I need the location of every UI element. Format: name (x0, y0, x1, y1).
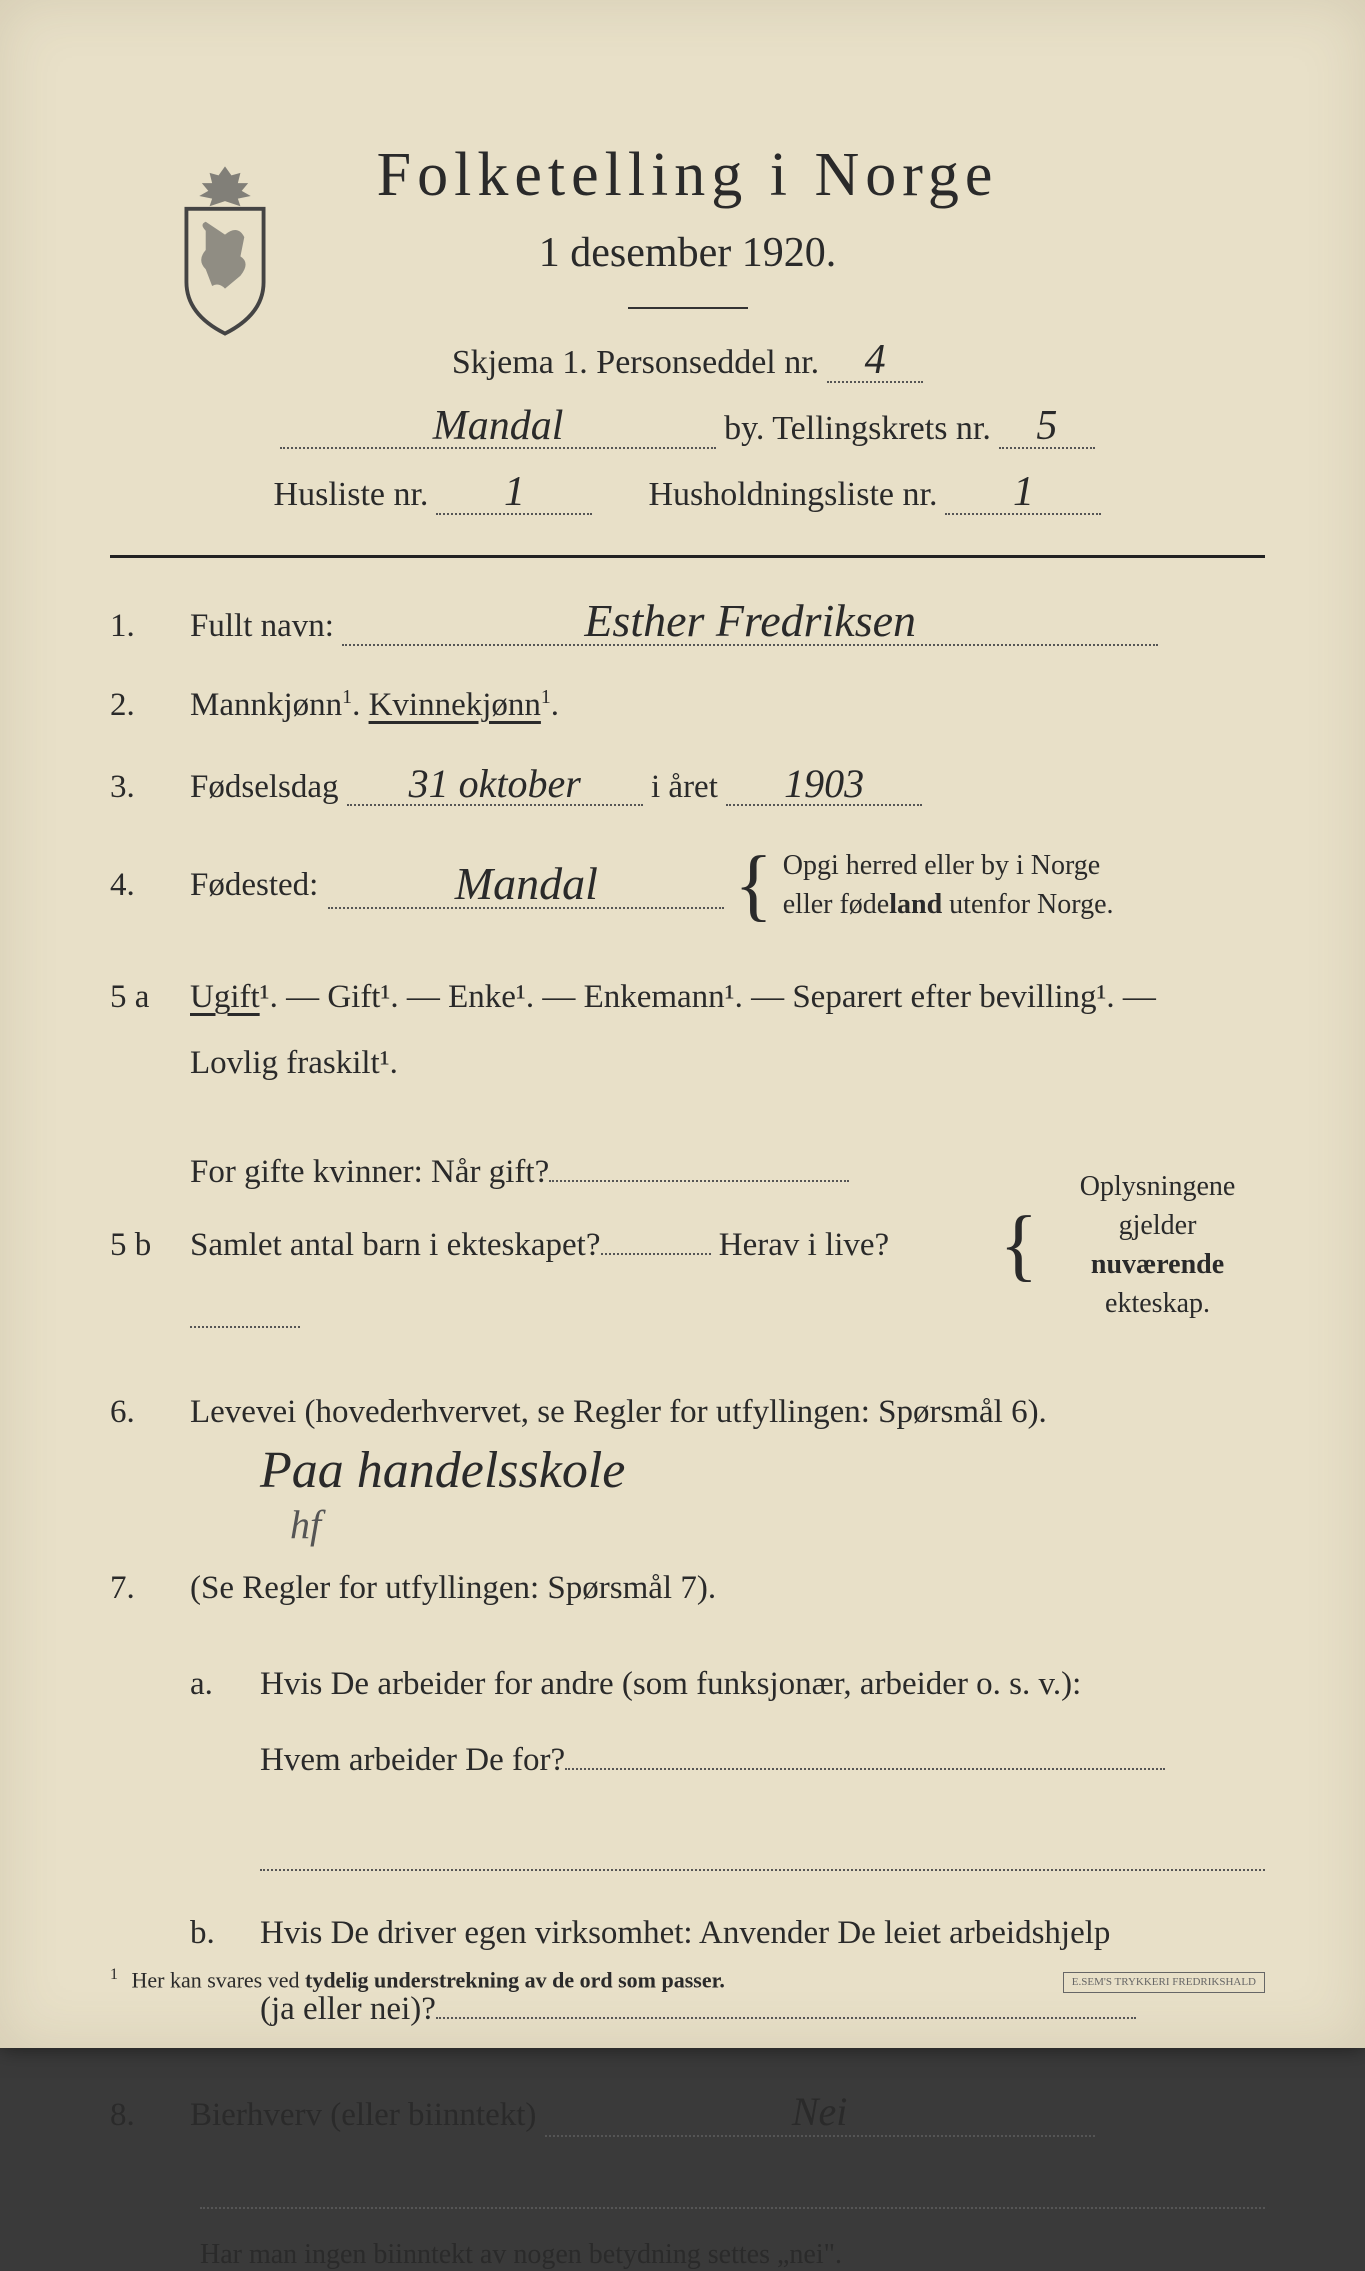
q4-row: 4. Fødested: Mandal { Opgi herred eller … (110, 846, 1265, 924)
husholdning-nr: 1 (945, 471, 1101, 515)
q5a-options2: Lovlig fraskilt¹. (190, 1045, 398, 1081)
footnote-mark: 1 (110, 1966, 118, 1983)
meta-line-2: Mandal by. Tellingskrets nr. 5 (110, 405, 1265, 449)
q3-row: 3. Fødselsdag 31 oktober i året 1903 (110, 764, 1265, 806)
q6-annotation: hf (290, 1501, 321, 1548)
q5b-gift-field (549, 1180, 849, 1182)
q2-label-b: . Kvinnekjønn (352, 687, 541, 723)
q2-label-a: Mannkjønn (190, 687, 342, 723)
q5b-line2a: Samlet antal barn i ekteskapet? (190, 1227, 601, 1263)
q2-row: 2. Mannkjønn1. Kvinnekjønn1. (110, 686, 1265, 724)
q1-row: 1. Fullt navn: Esther Fredriksen (110, 598, 1265, 646)
q5b-num: 5 b (110, 1227, 170, 1264)
q4-num: 4. (110, 867, 170, 904)
q8-value: Nei (792, 2089, 848, 2134)
q5b-note: Oplysningene gjelder nuværende ekteskap. (1050, 1167, 1265, 1324)
q8-dotted-line (200, 2177, 1265, 2209)
q3-label: Fødselsdag (190, 769, 339, 805)
q7a-row: a. Hvis De arbeider for andre (som funks… (190, 1647, 1265, 1799)
husholdning-label: Husholdningsliste nr. (648, 476, 937, 514)
footnote: 1 Her kan svares ved tydelig understrekn… (110, 1966, 725, 1993)
q7b-num: b. (190, 1915, 240, 1952)
q5a-row: 5 a Ugift¹. — Gift¹. — Enke¹. — Enkemann… (110, 964, 1265, 1096)
q5b-antal-field (601, 1253, 711, 1255)
q4-note-a: Opgi herred eller by i Norge (783, 850, 1101, 881)
q5b-row: 5 b For gifte kvinner: Når gift? Samlet … (110, 1136, 1265, 1354)
q7b-field (436, 2017, 1136, 2019)
brace-icon: { (734, 865, 772, 905)
husliste-label: Husliste nr. (274, 476, 429, 514)
q7-label: (Se Regler for utfyllingen: Spørsmål 7). (190, 1570, 716, 1606)
divider-short (628, 307, 748, 309)
q1-label: Fullt navn: (190, 608, 334, 644)
meta-line-3: Husliste nr. 1 Husholdningsliste nr. 1 (110, 471, 1265, 515)
small-note: Har man ingen biinntekt av nogen betydni… (200, 2239, 1265, 2271)
q7b-text2: (ja eller nei)? (260, 1991, 436, 2027)
personseddel-nr: 4 (827, 339, 923, 383)
q5b-note-c: ekteskap. (1105, 1288, 1210, 1319)
q7a-text2: Hvem arbeider De for? (260, 1742, 565, 1778)
by-value: Mandal (280, 405, 716, 449)
q6-num: 6. (110, 1394, 170, 1431)
husliste-nr: 1 (436, 471, 592, 515)
q5a-options: Ugift¹. — Gift¹. — Enke¹. — Enkemann¹. —… (190, 979, 1156, 1015)
q3-year: 1903 (726, 764, 922, 806)
q4-value: Mandal (328, 861, 724, 909)
q2-label-c: . (551, 687, 559, 723)
q2-num: 2. (110, 687, 170, 724)
q5b-line2b: Herav i live? (719, 1227, 889, 1263)
q5b-note-b: gjelder nuværende (1091, 1210, 1224, 1280)
q7-num: 7. (110, 1570, 170, 1607)
q3-day: 31 oktober (347, 764, 643, 806)
q4-note: Opgi herred eller by i Norge eller fødel… (783, 846, 1114, 924)
q3-mid: i året (651, 769, 718, 805)
q6-value-wrap: Paa handelsskole hf (260, 1441, 1265, 1500)
q8-label: Bierhverv (eller biinntekt) (190, 2097, 536, 2133)
skjema-label: Skjema 1. Personseddel nr. (452, 344, 819, 382)
divider-full (110, 555, 1265, 558)
census-form-page: Folketelling i Norge 1 desember 1920. Sk… (0, 0, 1365, 2048)
printer-stamp: E.SEM'S TRYKKERI FREDRIKSHALD (1063, 1972, 1265, 1993)
q7-row: 7. (Se Regler for utfyllingen: Spørsmål … (110, 1570, 1265, 1607)
q2-sup2: 1 (541, 686, 551, 708)
header: Folketelling i Norge 1 desember 1920. Sk… (110, 140, 1265, 515)
q4-label: Fødested: (190, 867, 318, 904)
q5b-note-a: Oplysningene (1080, 1171, 1236, 1202)
q7b-text1: Hvis De driver egen virksomhet: Anvender… (260, 1915, 1110, 1951)
brace-icon-2: { (1000, 1225, 1038, 1265)
q6-row: 6. Levevei (hovederhvervet, se Regler fo… (110, 1394, 1265, 1431)
q2-sup1: 1 (342, 686, 352, 708)
q6-value: Paa handelsskole (260, 1442, 625, 1499)
by-suffix: by. Tellingskrets nr. (724, 410, 991, 448)
q4-note-b: eller fødeland utenfor Norge. (783, 889, 1114, 920)
footnote-text: Her kan svares ved tydelig understreknin… (132, 1967, 725, 1992)
q7a-num: a. (190, 1666, 240, 1703)
meta-line-1: Skjema 1. Personseddel nr. 4 (110, 339, 1265, 383)
q8-row: 8. Bierhverv (eller biinntekt) Nei (110, 2088, 1265, 2137)
coat-of-arms-icon (160, 160, 290, 340)
q8-num: 8. (110, 2097, 170, 2134)
q1-value: Esther Fredriksen (342, 598, 1158, 646)
q5a-num: 5 a (110, 979, 170, 1016)
q7a-field (565, 1768, 1165, 1770)
q5b-line1a: For gifte kvinner: Når gift? (190, 1154, 549, 1190)
q7a-dotted-line (260, 1839, 1265, 1871)
q6-label: Levevei (hovederhvervet, se Regler for u… (190, 1394, 1047, 1430)
q8-field: Nei (545, 2088, 1095, 2137)
tellingskrets-nr: 5 (999, 405, 1095, 449)
q7a-text1: Hvis De arbeider for andre (som funksjon… (260, 1666, 1081, 1702)
q3-num: 3. (110, 769, 170, 806)
q1-num: 1. (110, 608, 170, 645)
q5b-live-field (190, 1326, 300, 1328)
